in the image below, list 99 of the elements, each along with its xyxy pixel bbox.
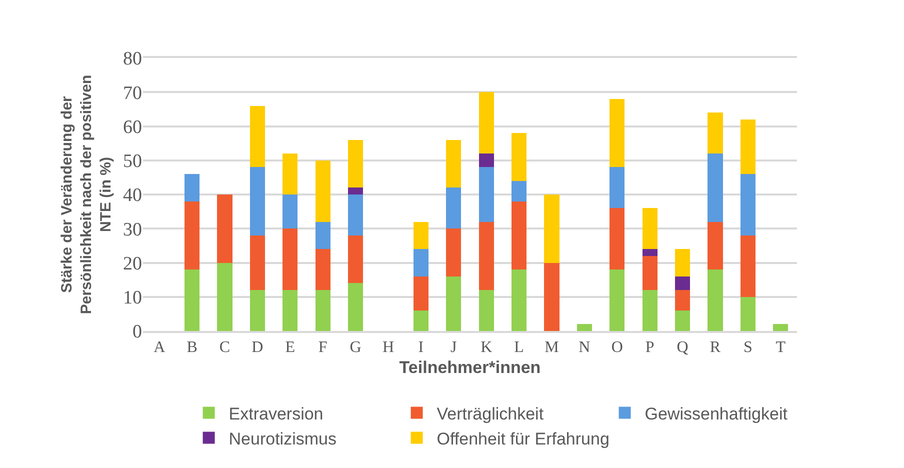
bar [446, 140, 462, 188]
bar [348, 194, 364, 236]
bar [675, 310, 690, 331]
bar [315, 222, 330, 250]
y-tick-label: 60 [123, 116, 142, 138]
x-tick-label: B [186, 338, 198, 356]
x-tick-label: R [710, 338, 721, 356]
bar [740, 296, 756, 331]
bar [740, 235, 756, 297]
y-axis-title: Stärke der Veränderung der Persönlichkeit nach der positiven NTE (in %) [58, 74, 114, 314]
x-tick-label: P [645, 338, 654, 356]
y-tick-label: 50 [123, 151, 142, 172]
bar [446, 228, 462, 276]
bar [544, 262, 560, 331]
bar [478, 290, 494, 331]
x-tick-label: M [544, 338, 559, 356]
bar [446, 276, 462, 331]
x-tick-label: K [480, 338, 493, 356]
x-tick-label: I [418, 338, 424, 356]
x-tick-label: J [450, 338, 457, 356]
bar [642, 290, 658, 331]
x-tick-label: N [578, 338, 591, 356]
bar [348, 283, 364, 331]
bar [512, 180, 527, 202]
y-tick-label: 70 [123, 82, 142, 104]
legend-label: Verträglichkeit [436, 404, 544, 424]
bar [512, 201, 527, 270]
bar [282, 290, 298, 331]
x-tick-label: G [350, 338, 362, 356]
bar [282, 194, 298, 229]
bar [413, 276, 428, 311]
bar [250, 290, 265, 331]
bar [315, 290, 330, 331]
bar [348, 140, 364, 188]
bar [478, 92, 494, 154]
x-tick-label: Q [676, 338, 689, 356]
x-tick-label: T [776, 338, 786, 356]
bar [708, 112, 723, 154]
bar [184, 201, 200, 270]
bar [675, 290, 690, 311]
bar [217, 262, 232, 331]
bar [512, 270, 527, 331]
x-tick-label: L [514, 338, 524, 356]
bar [576, 324, 592, 331]
legend-label: Extraversion [228, 404, 324, 424]
bar [740, 174, 756, 236]
bar [250, 167, 265, 236]
bar [250, 106, 265, 168]
bar [512, 133, 527, 181]
bar [610, 98, 625, 168]
x-tick-label: S [743, 338, 752, 356]
bar [315, 249, 330, 290]
bar [217, 194, 232, 263]
bar [610, 167, 625, 208]
bar [348, 188, 364, 194]
x-tick-label: E [285, 338, 296, 356]
x-tick-label: F [318, 338, 328, 356]
x-tick-label: D [252, 338, 264, 356]
bar [642, 249, 658, 256]
bar [315, 160, 330, 222]
legend-label: Offenheit für Erfahrung [436, 429, 610, 448]
bar [184, 270, 200, 331]
bar [250, 235, 265, 290]
bar [610, 208, 625, 270]
bar [610, 270, 625, 331]
bar [675, 276, 690, 290]
bar [478, 222, 494, 290]
bar [642, 256, 658, 290]
y-tick-label: 30 [123, 219, 142, 240]
x-axis-title: Teilnehmer*innen [399, 358, 541, 377]
x-tick-label: O [611, 338, 623, 356]
bar [282, 228, 298, 290]
bar [282, 154, 298, 194]
bar [184, 174, 200, 202]
bar [478, 167, 494, 222]
bar [413, 222, 428, 250]
bar [708, 154, 723, 222]
x-tick-label: A [154, 338, 166, 356]
bar [446, 188, 462, 229]
bar [413, 249, 428, 276]
bar [675, 249, 690, 276]
y-tick-label: 20 [123, 253, 142, 274]
bar [708, 222, 723, 270]
bar [413, 310, 428, 331]
legend-label: Gewissenhaftigkeit [644, 404, 788, 424]
y-tick-label: 10 [123, 288, 142, 309]
bar [544, 194, 560, 263]
bar [740, 119, 756, 174]
legend-label: Neurotizismus [228, 429, 336, 448]
x-tick-label: C [219, 338, 230, 356]
bar [708, 270, 723, 331]
bar [773, 324, 788, 331]
bar [642, 208, 658, 250]
y-tick-label: 40 [123, 185, 142, 206]
bar [478, 154, 494, 168]
bar [348, 235, 364, 284]
x-tick-label: H [382, 338, 394, 356]
y-tick-label: 80 [123, 48, 142, 70]
y-tick-label: 0 [132, 322, 142, 343]
